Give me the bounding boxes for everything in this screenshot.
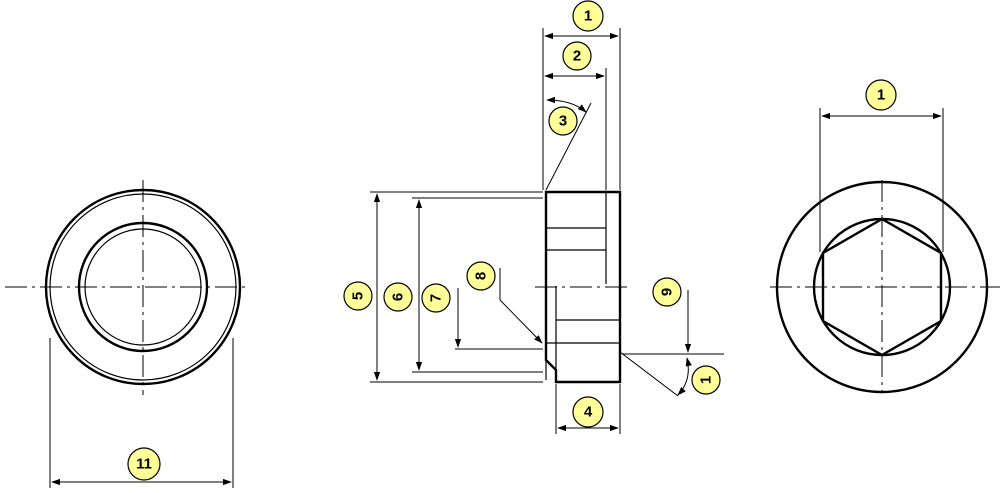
middle-view [370, 28, 724, 434]
callout-9: 9 [652, 277, 682, 307]
callout-5: 5 [343, 281, 373, 311]
callout-4: 4 [572, 396, 604, 428]
callout-7-label: 7 [428, 294, 445, 302]
dimension-arc-3 [546, 96, 587, 113]
right-view [770, 108, 1000, 394]
leader-line-8 [499, 299, 543, 344]
callout-5-label: 5 [350, 292, 367, 300]
callout-2-label: 2 [573, 48, 581, 65]
chamfer-angle-line [545, 102, 592, 191]
callout-1-right-label: 1 [877, 87, 885, 104]
callout-7: 7 [421, 283, 451, 313]
callout-1-top-label: 1 [584, 8, 592, 25]
dimension-arc-1-side [677, 357, 692, 396]
callout-4-label: 4 [584, 404, 593, 421]
left-view [5, 180, 250, 488]
callout-11: 11 [127, 447, 161, 481]
callout-3: 3 [548, 106, 578, 136]
angle-line-side [619, 351, 679, 397]
callout-1-right: 1 [865, 79, 897, 111]
callout-1-side: 1 [691, 365, 721, 395]
callout-6: 6 [383, 282, 413, 312]
side-chamfer [545, 342, 557, 371]
callout-2: 2 [562, 41, 592, 71]
callout-3-label: 3 [559, 113, 567, 130]
callout-9-label: 9 [659, 288, 676, 296]
callout-8-label: 8 [473, 272, 490, 280]
callout-1-top: 1 [572, 0, 604, 32]
callout-11-label: 11 [136, 456, 152, 473]
callout-8: 8 [466, 261, 496, 291]
callout-6-label: 6 [390, 293, 407, 301]
callout-1-side-label: 1 [698, 376, 715, 384]
